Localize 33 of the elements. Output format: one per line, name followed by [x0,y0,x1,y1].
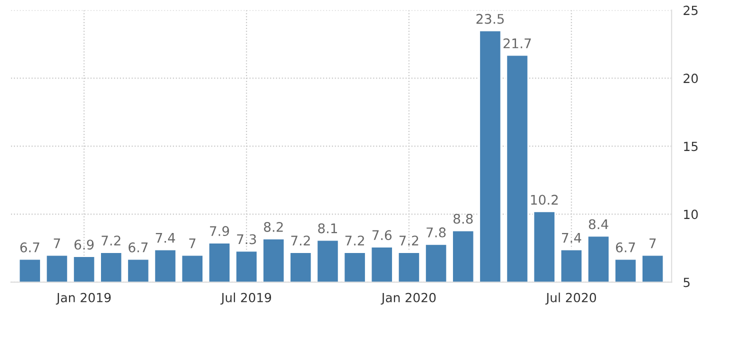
data-label: 7.9 [210,226,229,236]
data-label: 7.2 [400,236,418,246]
data-label: 6.9 [74,240,94,250]
data-label: 7.3 [237,234,256,244]
x-tick-label: Jul 2020 [545,292,596,305]
data-label: 8.8 [454,214,473,224]
data-label: 7 [54,238,60,248]
data-label: 7.6 [372,230,392,240]
data-label: 23.5 [476,14,504,24]
y-tick-label: 5 [684,278,690,288]
data-label: 8.2 [264,222,283,232]
data-label: 8.4 [588,219,608,230]
data-label: 7.4 [562,233,582,243]
data-label: 6.7 [20,242,40,252]
data-label: 21.7 [504,38,531,48]
data-label: 7.8 [426,227,446,238]
data-label: 7.2 [345,236,364,246]
data-label: 6.7 [128,242,148,252]
x-tick-label: Jan 2019 [56,292,111,305]
data-label: 10.2 [531,194,558,205]
y-tick-label: 10 [684,210,698,220]
data-label: 7.4 [156,233,176,243]
x-tick-label: Jan 2020 [380,292,436,305]
x-tick-label: Jul 2019 [220,292,272,305]
data-label: 6.7 [616,242,635,252]
data-label: 7.2 [102,236,120,246]
y-tick-label: 25 [684,6,698,16]
data-label: 7 [650,238,656,248]
y-tick-label: 20 [684,74,698,84]
data-label: 7.2 [291,236,310,246]
data-label: 8.1 [318,223,338,234]
y-tick-label: 15 [684,142,698,152]
data-label: 7 [189,238,196,248]
